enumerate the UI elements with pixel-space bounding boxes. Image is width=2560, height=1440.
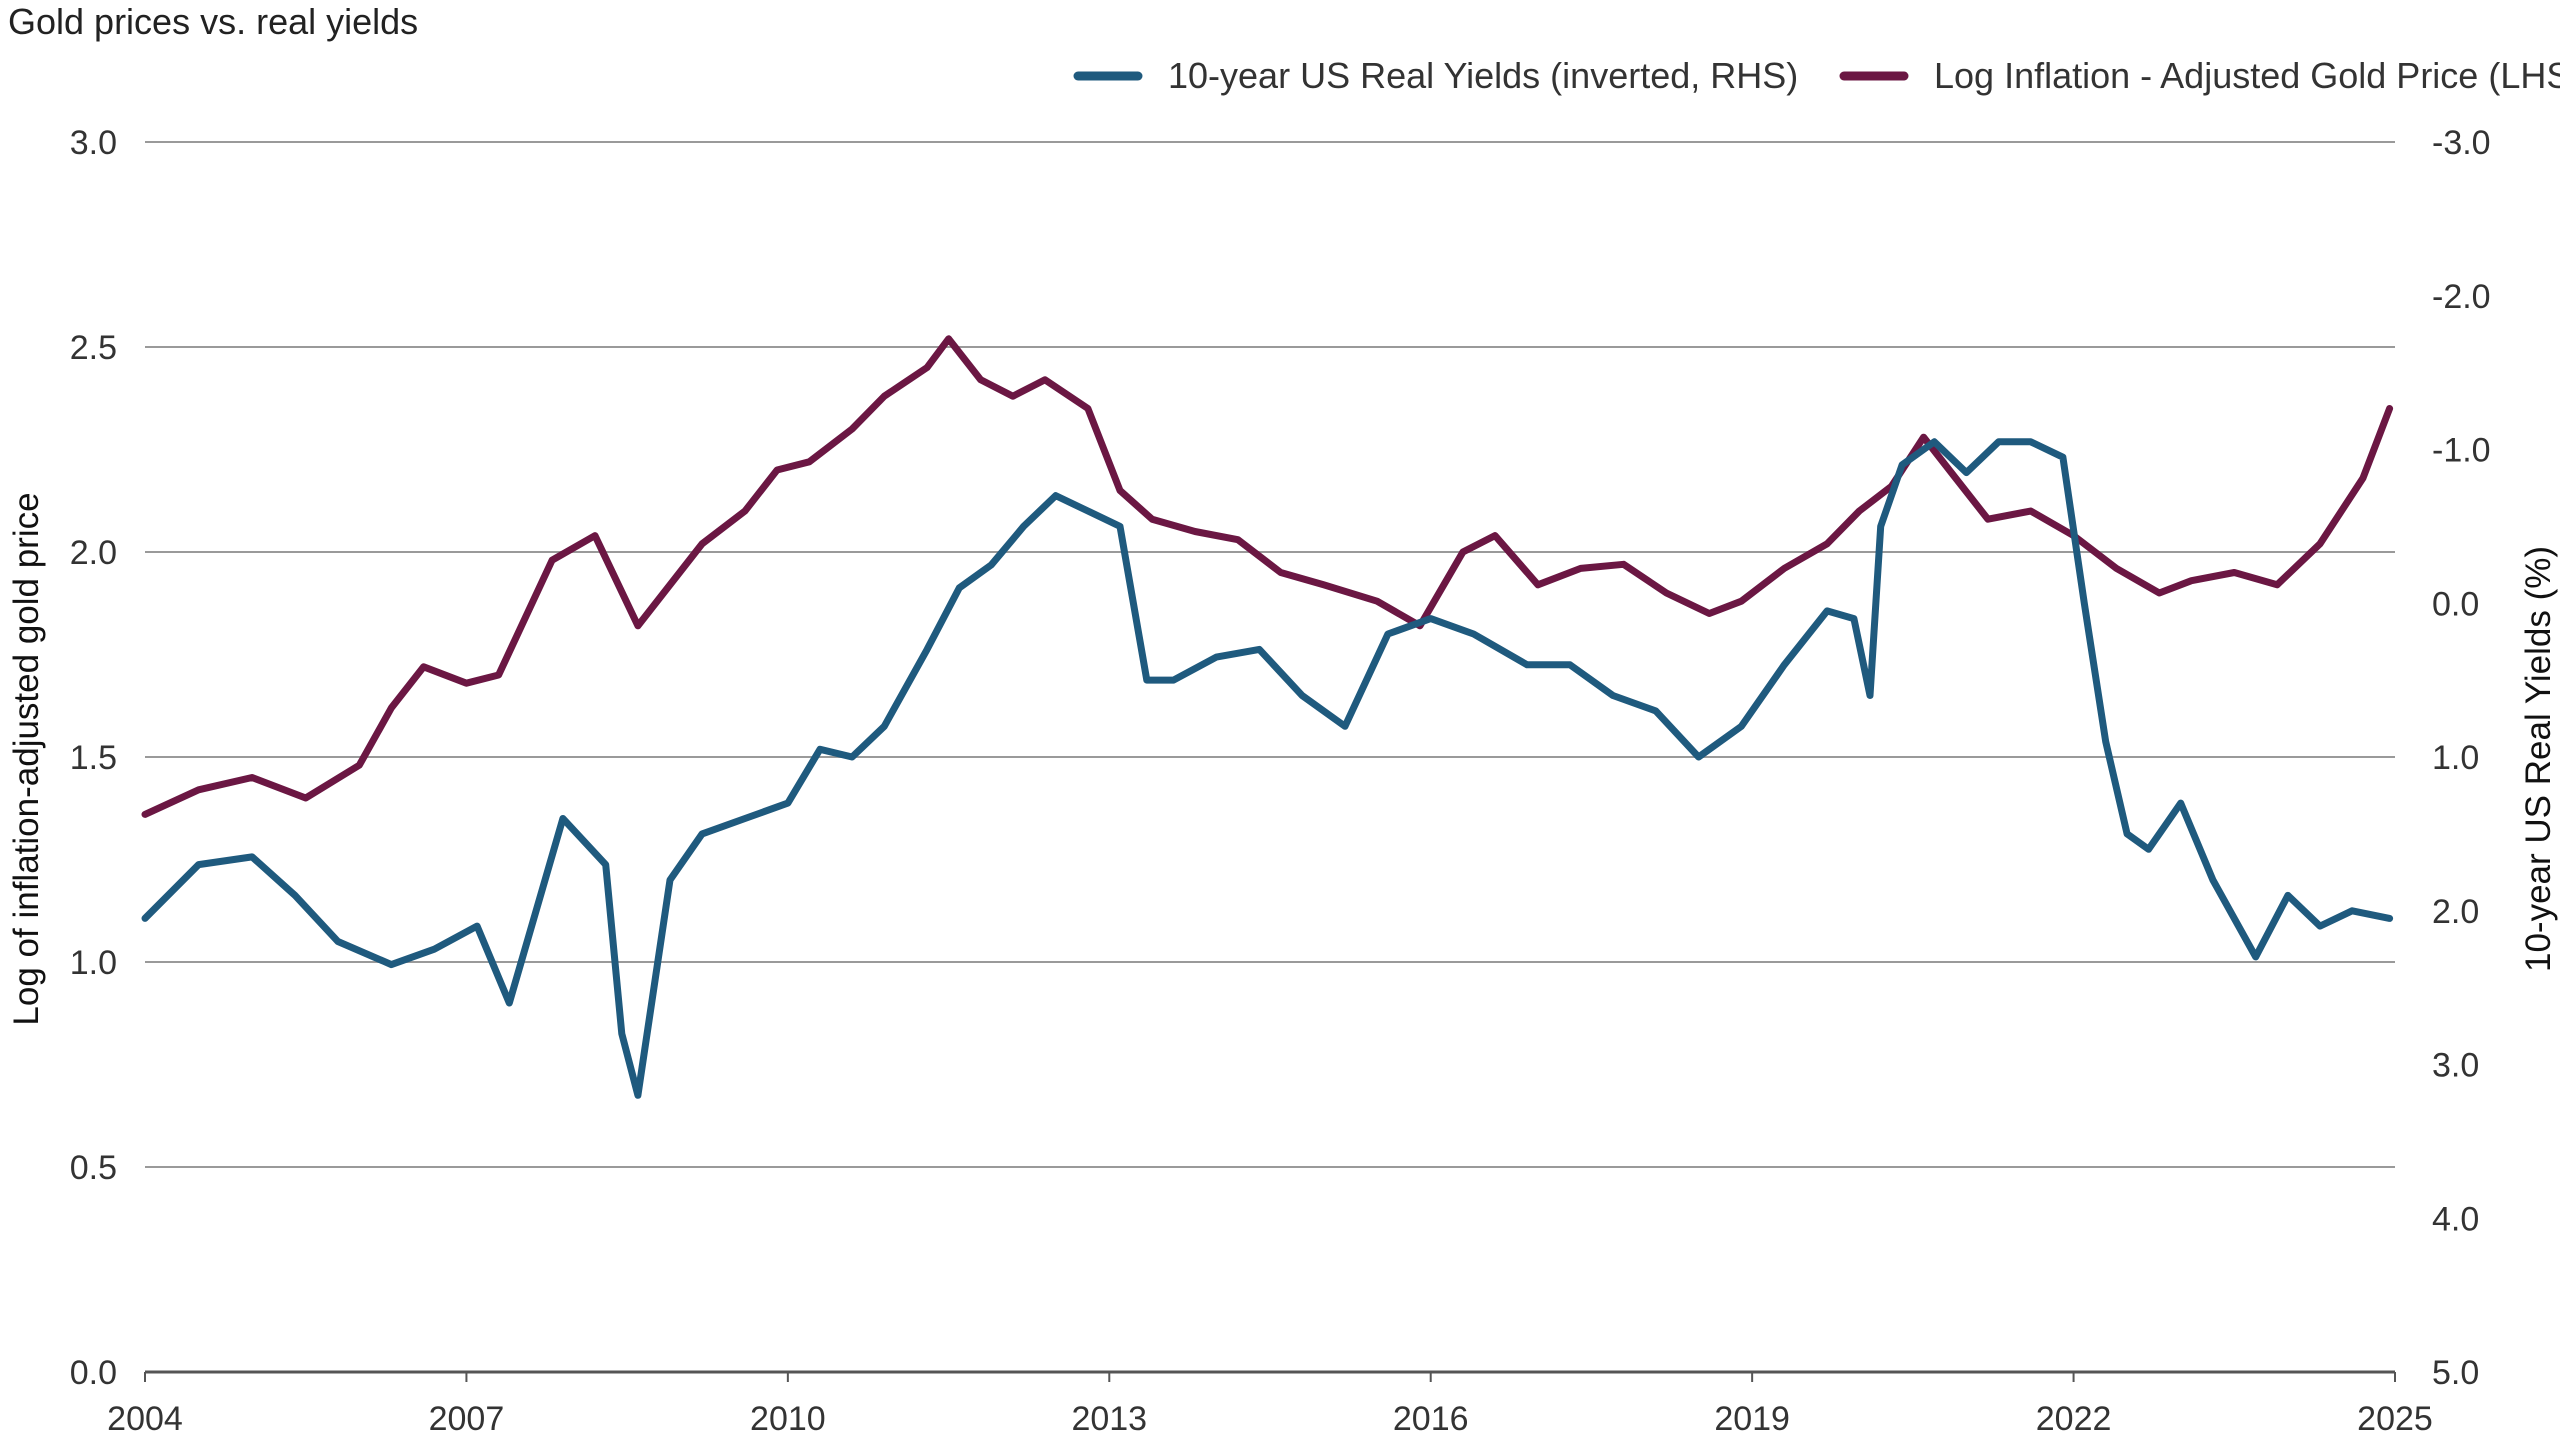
x-tick-label: 2016 [1393,1400,1469,1438]
left-axis-title: Log of inflation-adjusted gold price [7,492,46,1025]
right-tick-label: 0.0 [2432,585,2479,623]
right-axis-ticks: 5.0 4.0 3.0 2.0 1.0 0.0 -1.0 -2.0 -3.0 [2432,124,2491,1392]
left-axis-ticks: 0.0 0.5 1.0 1.5 2.0 2.5 3.0 [70,124,117,1392]
x-tick-label: 2010 [750,1400,826,1438]
gridlines [145,141,2395,1374]
right-tick-label: 2.0 [2432,893,2479,931]
left-tick-label: 0.0 [70,1354,117,1392]
x-tick-label: 2019 [1714,1400,1790,1438]
right-axis-title: 10-year US Real Yields (%) [2519,546,2558,972]
x-axis-ticks: 2004 2007 2010 2013 2016 2019 2022 2025 [107,1372,2433,1438]
right-tick-label: 5.0 [2432,1354,2479,1392]
legend-label-gold: Log Inflation - Adjusted Gold Price (LHS… [1934,55,2560,96]
legend: 10-year US Real Yields (inverted, RHS) L… [1073,55,2560,96]
x-tick-label: 2022 [2036,1400,2112,1438]
right-tick-label: 1.0 [2432,739,2479,777]
right-tick-label: -3.0 [2432,124,2491,162]
x-tick-label: 2013 [1071,1400,1147,1438]
x-tick-label: 2004 [107,1400,183,1438]
x-tick-label: 2025 [2357,1400,2433,1438]
left-tick-label: 2.5 [70,329,117,367]
series-line-gold [141,335,2394,818]
left-tick-label: 3.0 [70,124,117,162]
left-tick-label: 0.5 [70,1149,117,1187]
left-tick-label: 1.0 [70,944,117,982]
right-tick-label: -1.0 [2432,432,2491,470]
x-tick-label: 2007 [429,1400,505,1438]
legend-label-yields: 10-year US Real Yields (inverted, RHS) [1168,55,1798,96]
right-tick-label: -2.0 [2432,278,2491,316]
left-tick-label: 1.5 [70,739,117,777]
left-tick-label: 2.0 [70,534,117,572]
right-tick-label: 3.0 [2432,1047,2479,1085]
chart-title: Gold prices vs. real yields [8,1,418,42]
right-tick-label: 4.0 [2432,1200,2479,1238]
series-line-yields [141,438,2394,1099]
